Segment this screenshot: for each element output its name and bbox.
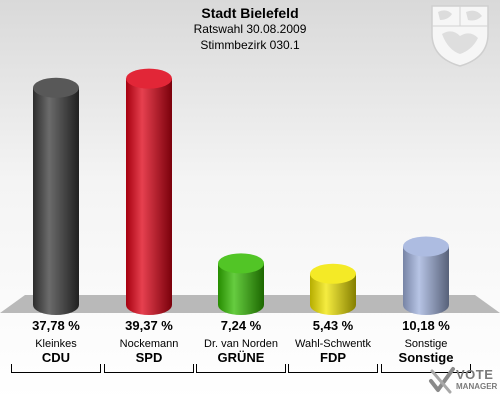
bar-cap [33, 77, 79, 98]
bar-cdu [33, 77, 79, 315]
bar-cap [218, 253, 264, 274]
category-label: SPD [135, 350, 163, 365]
logo-text-vote: VOTE [456, 367, 494, 382]
bar-sonstige [403, 236, 449, 315]
category-label: FDP [320, 350, 346, 365]
category-label: Sonstige [398, 350, 454, 365]
bar-body [403, 246, 449, 315]
category-label: GRÜNE [217, 350, 265, 365]
vote-manager-check-icon [429, 367, 455, 394]
data-label: 10,18 % [402, 318, 450, 333]
data-label: 7,24 % [220, 318, 262, 333]
candidate-label: Dr. van Norden [204, 338, 278, 350]
category-bracket [288, 364, 378, 373]
data-label: 37,78 % [32, 318, 80, 333]
bar-spd [126, 68, 172, 315]
category-bracket [196, 364, 286, 373]
bar-cap [403, 236, 449, 257]
vote-manager-logo: VOTE MANAGER [428, 365, 498, 397]
category-bracket [104, 364, 194, 373]
chart-subtitle-election: Ratswahl 30.08.2009 [193, 22, 307, 36]
bar-body [126, 78, 172, 315]
bar-fdp [310, 263, 356, 315]
category-bracket [381, 364, 471, 373]
category-label: CDU [41, 350, 71, 365]
bar-body [310, 273, 356, 315]
chart-subtitle-district: Stimmbezirk 030.1 [200, 38, 300, 52]
bar-cap [126, 68, 172, 89]
category-bracket [11, 364, 101, 373]
candidate-label: Sonstige [404, 338, 448, 350]
bar-body [33, 87, 79, 315]
bar-cap [310, 263, 356, 284]
data-label: 5,43 % [312, 318, 354, 333]
chart-title: Stadt Bielefeld [201, 5, 299, 21]
candidate-label: Nockemann [119, 338, 179, 350]
logo-text-manager: MANAGER [456, 382, 498, 391]
candidate-label: Kleinkes [35, 338, 77, 350]
bar-body [218, 263, 264, 315]
candidate-label: Wahl-Schwentk [294, 338, 371, 350]
data-label: 39,37 % [125, 318, 173, 333]
bar-gr-ne [218, 253, 264, 315]
nrw-coat-of-arms-icon [431, 5, 489, 67]
